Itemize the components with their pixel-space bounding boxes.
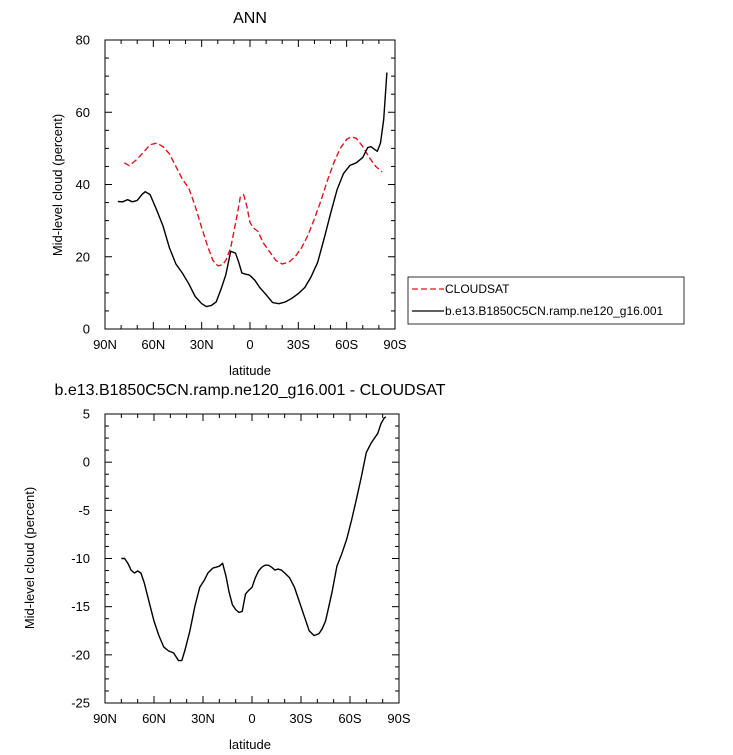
top-x-tick-label: 60N — [141, 337, 165, 352]
top-x-ticks: 90N 60N 30N 0 30S 60S 90S — [93, 40, 407, 352]
top-y-axis-label: Mid-level cloud (percent) — [50, 114, 65, 256]
top-series-model-line — [117, 72, 388, 308]
bottom-x-ticks: 90N 60N 30N 0 30S 60S 90S — [93, 414, 411, 726]
bottom-x-tick-label: 90N — [93, 711, 117, 726]
top-x-axis-label: latitude — [229, 363, 271, 378]
top-y-ticks: 0 20 40 60 80 — [76, 33, 395, 337]
top-series-group — [117, 72, 388, 308]
bottom-y-tick-label: -25 — [71, 696, 90, 711]
legend-label-model: b.e13.B1850C5CN.ramp.ne120_g16.001 — [445, 304, 663, 318]
top-x-tick-label: 0 — [246, 337, 253, 352]
top-y-tick-label: 60 — [76, 105, 90, 120]
bottom-x-axis-label: latitude — [229, 737, 271, 752]
bottom-y-tick-label: -20 — [71, 647, 90, 662]
bottom-chart-title: b.e13.B1850C5CN.ramp.ne120_g16.001 - CLO… — [54, 382, 445, 399]
top-x-tick-label: 90S — [383, 337, 406, 352]
bottom-y-tick-label: 0 — [83, 455, 90, 470]
bottom-x-tick-label: 30N — [191, 711, 215, 726]
legend: CLOUDSAT b.e13.B1850C5CN.ramp.ne120_g16.… — [407, 276, 685, 325]
bottom-x-tick-label: 90S — [387, 711, 410, 726]
top-x-tick-label: 90N — [93, 337, 117, 352]
bottom-x-tick-label: 60S — [338, 711, 361, 726]
bottom-y-tick-label: -15 — [71, 599, 90, 614]
top-panel: ANN 90N 60N 30N 0 30S 60S 90S 0 20 40 60 80 latitu… — [50, 10, 685, 378]
top-series-cloudsat-line — [123, 136, 383, 267]
bottom-x-tick-label: 30S — [289, 711, 312, 726]
legend-label-cloudsat: CLOUDSAT — [445, 282, 510, 296]
bottom-x-tick-label: 60N — [142, 711, 166, 726]
top-y-tick-label: 20 — [76, 249, 90, 264]
bottom-y-tick-label: -10 — [71, 551, 90, 566]
top-x-tick-label: 30S — [287, 337, 310, 352]
bottom-y-tick-label: -5 — [78, 503, 90, 518]
bottom-y-ticks: 5 0 -5 -10 -15 -20 -25 — [71, 407, 399, 711]
bottom-y-tick-label: 5 — [83, 407, 90, 422]
top-y-tick-label: 80 — [76, 33, 90, 48]
bottom-x-tick-label: 0 — [248, 711, 255, 726]
bottom-panel: b.e13.B1850C5CN.ramp.ne120_g16.001 - CLO… — [22, 382, 446, 752]
top-y-tick-label: 0 — [83, 322, 90, 337]
top-plot-frame — [104, 39, 396, 330]
top-y-tick-label: 40 — [76, 177, 90, 192]
bottom-series-group — [121, 416, 387, 662]
top-chart-title: ANN — [233, 10, 267, 27]
legend-box — [407, 276, 685, 325]
bottom-series-difference-line — [121, 416, 387, 662]
top-x-tick-label: 30N — [190, 337, 214, 352]
bottom-y-axis-label: Mid-level cloud (percent) — [22, 487, 37, 629]
bottom-plot-frame — [104, 413, 400, 704]
top-x-tick-label: 60S — [335, 337, 358, 352]
